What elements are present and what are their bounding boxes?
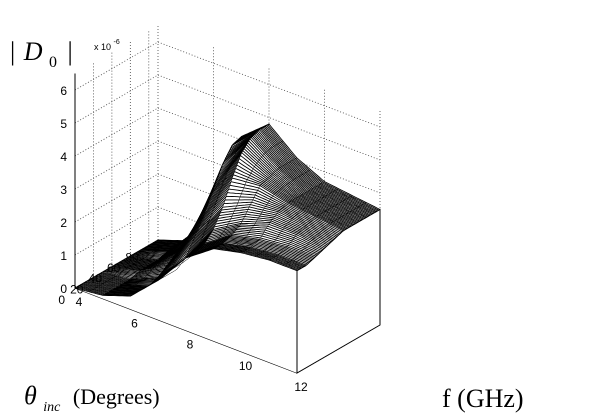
z-tick-label: 5 — [60, 117, 67, 131]
surface-line — [130, 218, 214, 297]
grid-line — [74, 173, 159, 223]
z-tick-label: 1 — [60, 249, 67, 263]
y-tick-label: 40 — [89, 272, 103, 286]
z-tick-label: 4 — [60, 150, 67, 164]
grid-line — [74, 41, 159, 91]
surface-line — [185, 123, 270, 259]
surface-line — [171, 130, 256, 270]
y-axis-label: θ inc (Degrees) — [24, 381, 160, 417]
y-tick-label: 0 — [58, 293, 65, 307]
grid-line — [157, 107, 381, 194]
grid-line — [74, 140, 159, 190]
surface-fill — [75, 248, 297, 373]
z-tick-label: 0 — [60, 282, 67, 296]
surface-line — [255, 188, 339, 257]
surface-line — [74, 239, 159, 289]
z-tick-label: 2 — [60, 216, 67, 230]
surface-line — [269, 195, 353, 261]
surface-line — [116, 229, 200, 296]
grid-line — [74, 206, 159, 256]
x-tick-label: 12 — [294, 380, 308, 394]
surface-line — [102, 240, 186, 296]
y-tick-label: 20 — [70, 282, 84, 296]
grid-line — [74, 107, 159, 157]
x-tick-label: 4 — [76, 295, 83, 309]
surface-line — [199, 140, 284, 254]
x-tick-label: 10 — [239, 359, 253, 373]
surface-line — [282, 202, 367, 266]
z-tick-label: 3 — [60, 183, 67, 197]
z-tick-label: 6 — [60, 84, 67, 98]
surface-line — [227, 169, 311, 251]
grid-line — [74, 74, 159, 124]
grid-line — [157, 74, 381, 161]
surface-mesh — [74, 123, 381, 374]
surface-line — [88, 240, 173, 292]
y-tick-label: 80 — [125, 250, 139, 264]
surface-line — [241, 181, 325, 254]
y-tick-label: 60 — [107, 261, 121, 275]
surface-line — [213, 157, 297, 249]
z-axis-label: | D 0 | — [10, 37, 73, 73]
z-axis-scale: x 10 -6 — [94, 39, 120, 52]
x-tick-label: 6 — [131, 316, 138, 330]
x-tick-label: 8 — [187, 338, 194, 352]
surface-line — [158, 136, 242, 281]
surface-line — [144, 177, 228, 289]
x-axis-label: f (GHz) — [442, 384, 524, 413]
grid-line — [157, 41, 381, 128]
surface-side — [296, 208, 381, 374]
